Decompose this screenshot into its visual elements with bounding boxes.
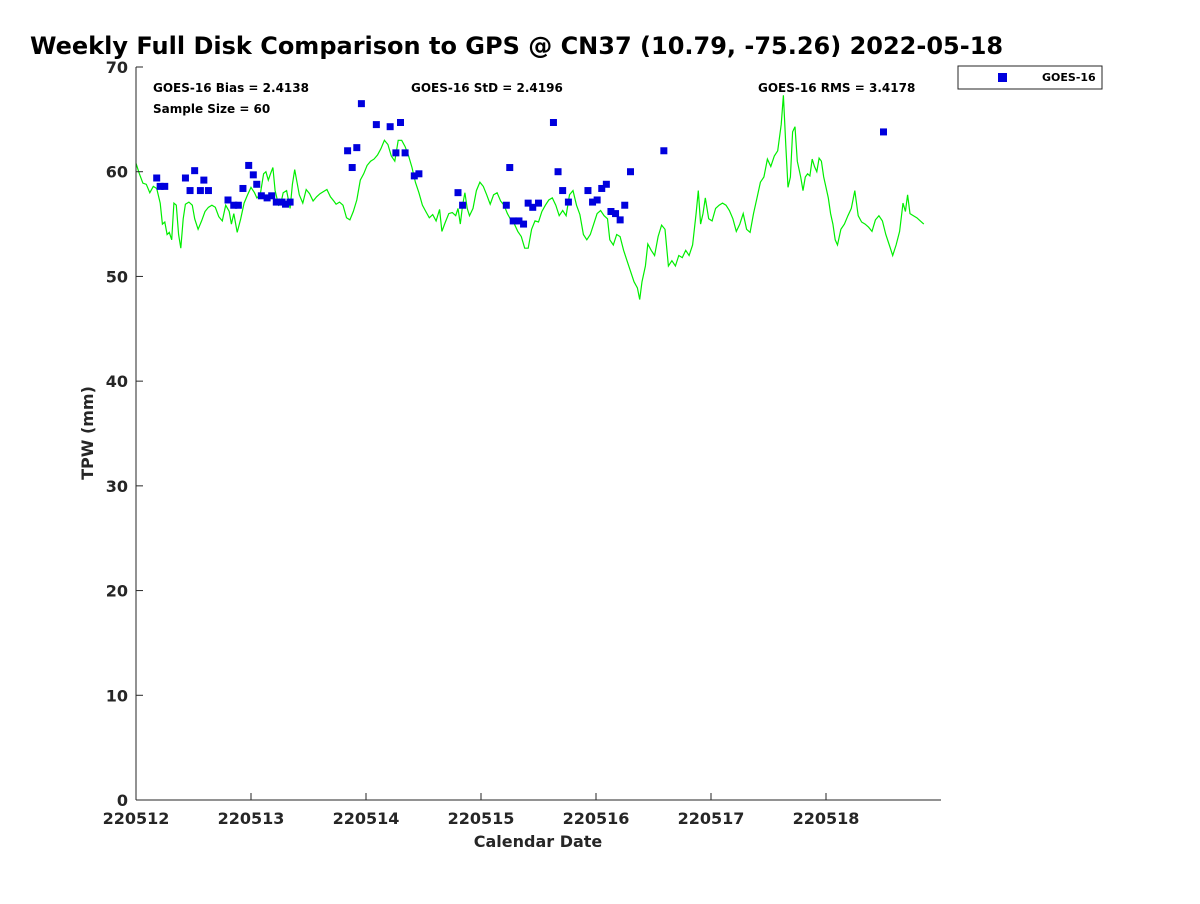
y-tick-label: 40 [106, 372, 128, 391]
y-tick-label: 10 [106, 686, 128, 705]
stat-rms: GOES-16 RMS = 3.4178 [758, 81, 915, 95]
legend-label: GOES-16 [1042, 71, 1096, 84]
x-tick-label: 220514 [333, 809, 400, 828]
stat-bias: GOES-16 Bias = 2.4138 [153, 81, 309, 95]
goes16-point [191, 167, 199, 175]
goes-points-layer [153, 100, 887, 228]
goes16-point [454, 189, 462, 197]
goes16-point [257, 192, 265, 200]
goes16-point [564, 198, 572, 206]
goes16-point [509, 217, 517, 225]
x-axis-label: Calendar Date [474, 832, 603, 851]
goes16-point [612, 210, 620, 218]
goes16-point [272, 198, 280, 206]
x-tick-label: 220512 [103, 809, 170, 828]
y-tick-label: 60 [106, 163, 128, 182]
goes16-point [249, 171, 257, 179]
legend-marker [998, 73, 1007, 82]
goes16-point [372, 121, 380, 129]
goes16-point [524, 199, 532, 207]
goes16-point [549, 118, 557, 126]
goes16-point [344, 147, 352, 155]
x-tick-label: 220516 [563, 809, 630, 828]
goes16-point [234, 201, 242, 209]
goes16-point [181, 174, 189, 182]
goes16-point [282, 200, 289, 208]
goes16-point [357, 100, 365, 108]
y-tick-label: 20 [106, 582, 128, 601]
goes16-point [502, 201, 510, 209]
stat-std: GOES-16 StD = 2.4196 [411, 81, 563, 95]
gps-line-layer [135, 95, 925, 300]
goes16-point [161, 182, 169, 190]
goes16-point [204, 187, 212, 195]
goes16-point [616, 216, 624, 224]
y-tick-label: 0 [117, 791, 128, 810]
chart-title: Weekly Full Disk Comparison to GPS @ CN3… [30, 32, 1003, 60]
goes16-point [515, 217, 523, 225]
goes16-point [535, 199, 542, 207]
goes16-point [520, 220, 528, 228]
y-axis-label: TPW (mm) [78, 386, 97, 480]
goes16-point [153, 174, 161, 182]
goes16-point [156, 182, 164, 190]
goes16-point [584, 187, 592, 195]
goes16-point [627, 168, 634, 176]
goes16-point [230, 201, 238, 209]
goes16-point [253, 180, 261, 188]
y-ticks: 0 10 20 30 40 50 60 70 [106, 58, 143, 810]
goes16-point [607, 208, 615, 216]
x-tick-label: 220513 [218, 809, 285, 828]
goes16-point [598, 184, 606, 192]
goes16-point [589, 198, 597, 206]
goes16-point [392, 149, 400, 157]
x-tick-label: 220515 [448, 809, 515, 828]
goes16-point [348, 164, 356, 172]
y-tick-label: 50 [106, 267, 128, 286]
goes16-point [200, 176, 208, 184]
y-tick-label: 70 [106, 58, 128, 77]
goes16-point [401, 149, 409, 157]
y-tick-label: 30 [106, 477, 128, 496]
goes16-point [353, 144, 361, 152]
legend: GOES-16 [957, 65, 1103, 90]
goes16-point [506, 164, 514, 172]
goes16-point [245, 161, 253, 169]
goes16-point [410, 172, 418, 180]
x-tick-label: 220517 [678, 809, 745, 828]
goes16-point [529, 203, 537, 211]
x-ticks: 220512 220513 220514 220515 220516 220517 2205… [103, 793, 860, 828]
goes16-point [593, 196, 601, 204]
goes16-point [459, 201, 467, 209]
goes16-point [263, 194, 271, 202]
gps-series-line [135, 95, 925, 300]
goes16-point [554, 168, 562, 176]
goes16-point [239, 184, 247, 192]
goes16-point [397, 118, 404, 126]
plot-area [136, 67, 941, 800]
goes16-point [268, 192, 276, 200]
goes16-point [621, 201, 629, 209]
goes16-point [602, 180, 610, 188]
goes16-point [224, 196, 232, 204]
stat-sample-size: Sample Size = 60 [153, 102, 270, 116]
goes16-point [186, 187, 194, 195]
legend-box [957, 65, 1103, 90]
goes16-point [196, 187, 204, 195]
goes16-point [880, 128, 887, 136]
goes16-point [559, 187, 567, 195]
goes16-point [660, 147, 668, 155]
goes16-point [386, 123, 394, 131]
goes16-point [415, 170, 423, 178]
x-tick-label: 220518 [793, 809, 860, 828]
goes16-point [286, 198, 294, 206]
